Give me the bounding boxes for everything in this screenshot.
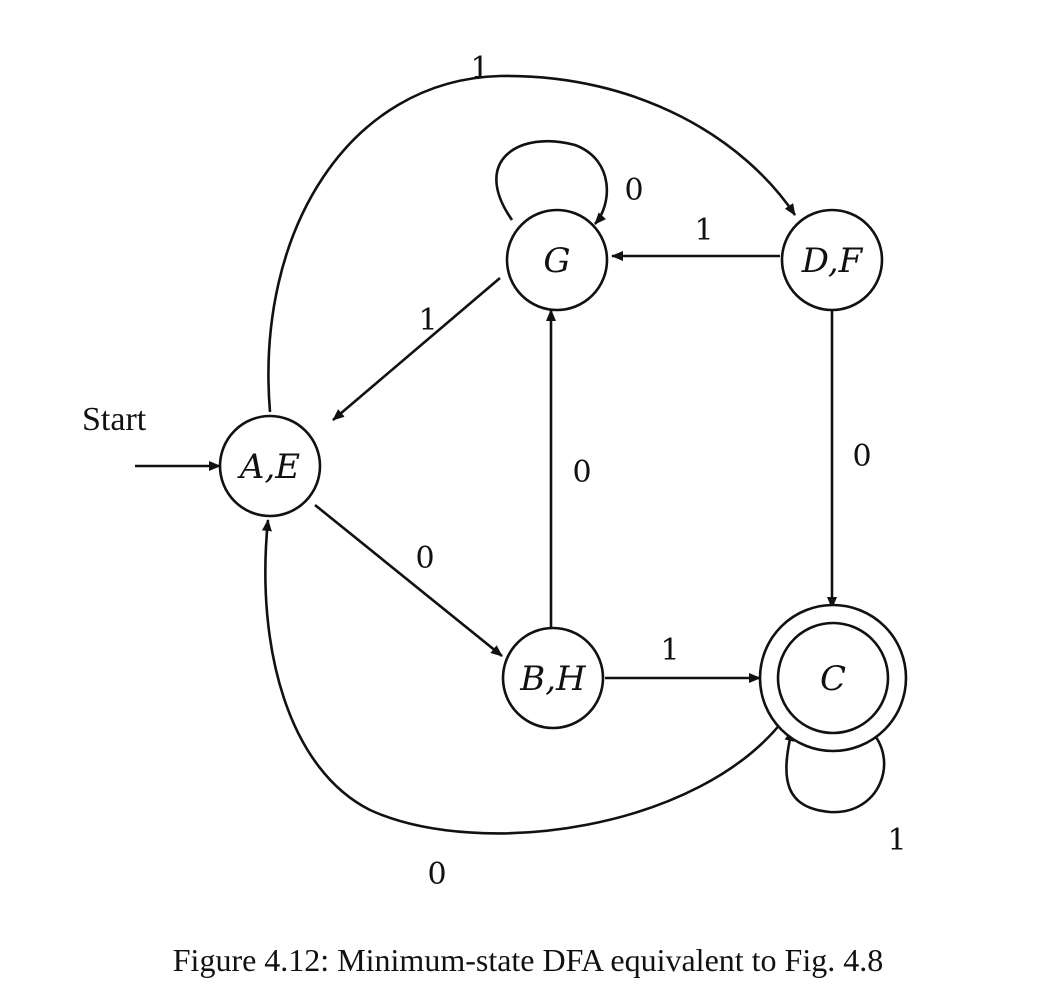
edge-c-to-ae: [261, 519, 787, 835]
edge-g-self-loop: [495, 139, 609, 225]
state-df-label: D,F: [801, 241, 864, 281]
edge-g-to-ae: [332, 277, 501, 421]
state-c-accepting: C: [758, 603, 908, 753]
label-df-to-g: 1: [694, 213, 713, 248]
edge-c-self-loop: [784, 729, 886, 814]
state-bh-circle: [501, 626, 605, 730]
label-ae-to-bh: 0: [415, 541, 434, 576]
label-c-self: 1: [887, 823, 906, 858]
state-c-inner-circle: [776, 621, 890, 735]
label-bh-to-g: 0: [572, 455, 591, 490]
label-df-to-c: 0: [852, 439, 871, 474]
state-bh: B,H: [501, 626, 605, 730]
state-df-circle: [780, 208, 884, 312]
start-label: Start: [82, 401, 147, 438]
label-g-to-ae: 1: [418, 303, 437, 338]
label-g-self: 0: [624, 173, 643, 208]
state-ae-circle: [218, 414, 322, 518]
state-bh-label: B,H: [519, 659, 587, 699]
state-g-circle: [505, 208, 609, 312]
figure-caption: Figure 4.12: Minimum-state DFA equivalen…: [172, 942, 884, 978]
state-g-label: G: [543, 241, 570, 281]
edge-ae-to-bh: [314, 503, 503, 658]
state-c-label: C: [820, 659, 846, 699]
edge-ae-to-df: [267, 74, 797, 413]
dfa-diagram: Start A,E G D,F B,H C 1 0 1 1 0 0 0 1 1 …: [82, 51, 908, 892]
state-df: D,F: [780, 208, 884, 312]
label-bh-to-c: 1: [660, 633, 679, 668]
label-ae-to-df: 1: [470, 51, 489, 86]
state-ae-label: A,E: [237, 447, 300, 487]
state-g: G: [505, 208, 609, 312]
state-ae: A,E: [218, 414, 322, 518]
label-c-to-ae: 0: [427, 857, 446, 892]
